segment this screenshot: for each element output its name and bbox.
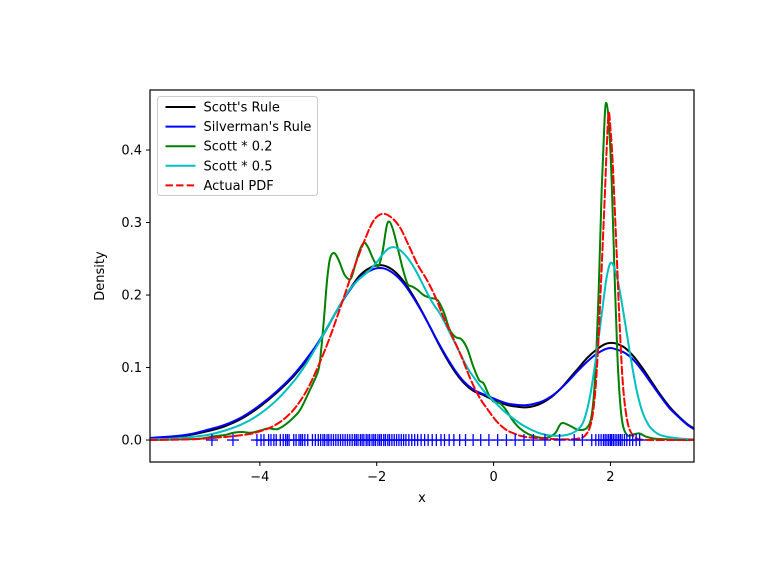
legend-label-scott-s-rule: Scott's Rule xyxy=(204,101,280,116)
curve-silverman-s-rule xyxy=(150,266,694,439)
axes-frame xyxy=(149,89,695,463)
legend-label-silverman-s-rule: Silverman's Rule xyxy=(204,120,312,135)
y-tick-label: 0.1 xyxy=(121,361,142,376)
legend-label-scott-0-5: Scott * 0.5 xyxy=(204,159,273,174)
legend-label-scott-0-2: Scott * 0.2 xyxy=(204,140,273,155)
curve-scott-0-2 xyxy=(150,101,694,442)
x-tick-label: 2 xyxy=(606,470,614,485)
y-tick-label: 0.4 xyxy=(121,144,142,159)
curve-actual-pdf xyxy=(150,111,694,442)
y-tick-label: 0.2 xyxy=(121,289,142,304)
y-tick-label: 0.0 xyxy=(121,434,142,449)
curves-layer xyxy=(150,101,694,442)
x-tick-label: −2 xyxy=(367,470,386,485)
x-tick-label: −4 xyxy=(250,470,269,485)
x-tick-label: 0 xyxy=(489,470,497,485)
x-axis-label: x xyxy=(418,491,426,506)
curve-scott-0-5 xyxy=(150,246,694,441)
legend xyxy=(157,96,318,196)
legend-box xyxy=(157,96,318,196)
rug-plot xyxy=(205,434,646,447)
y-axis-label: Density xyxy=(93,251,108,301)
legend-label-actual-pdf: Actual PDF xyxy=(204,179,274,194)
y-tick-label: 0.3 xyxy=(121,216,142,231)
